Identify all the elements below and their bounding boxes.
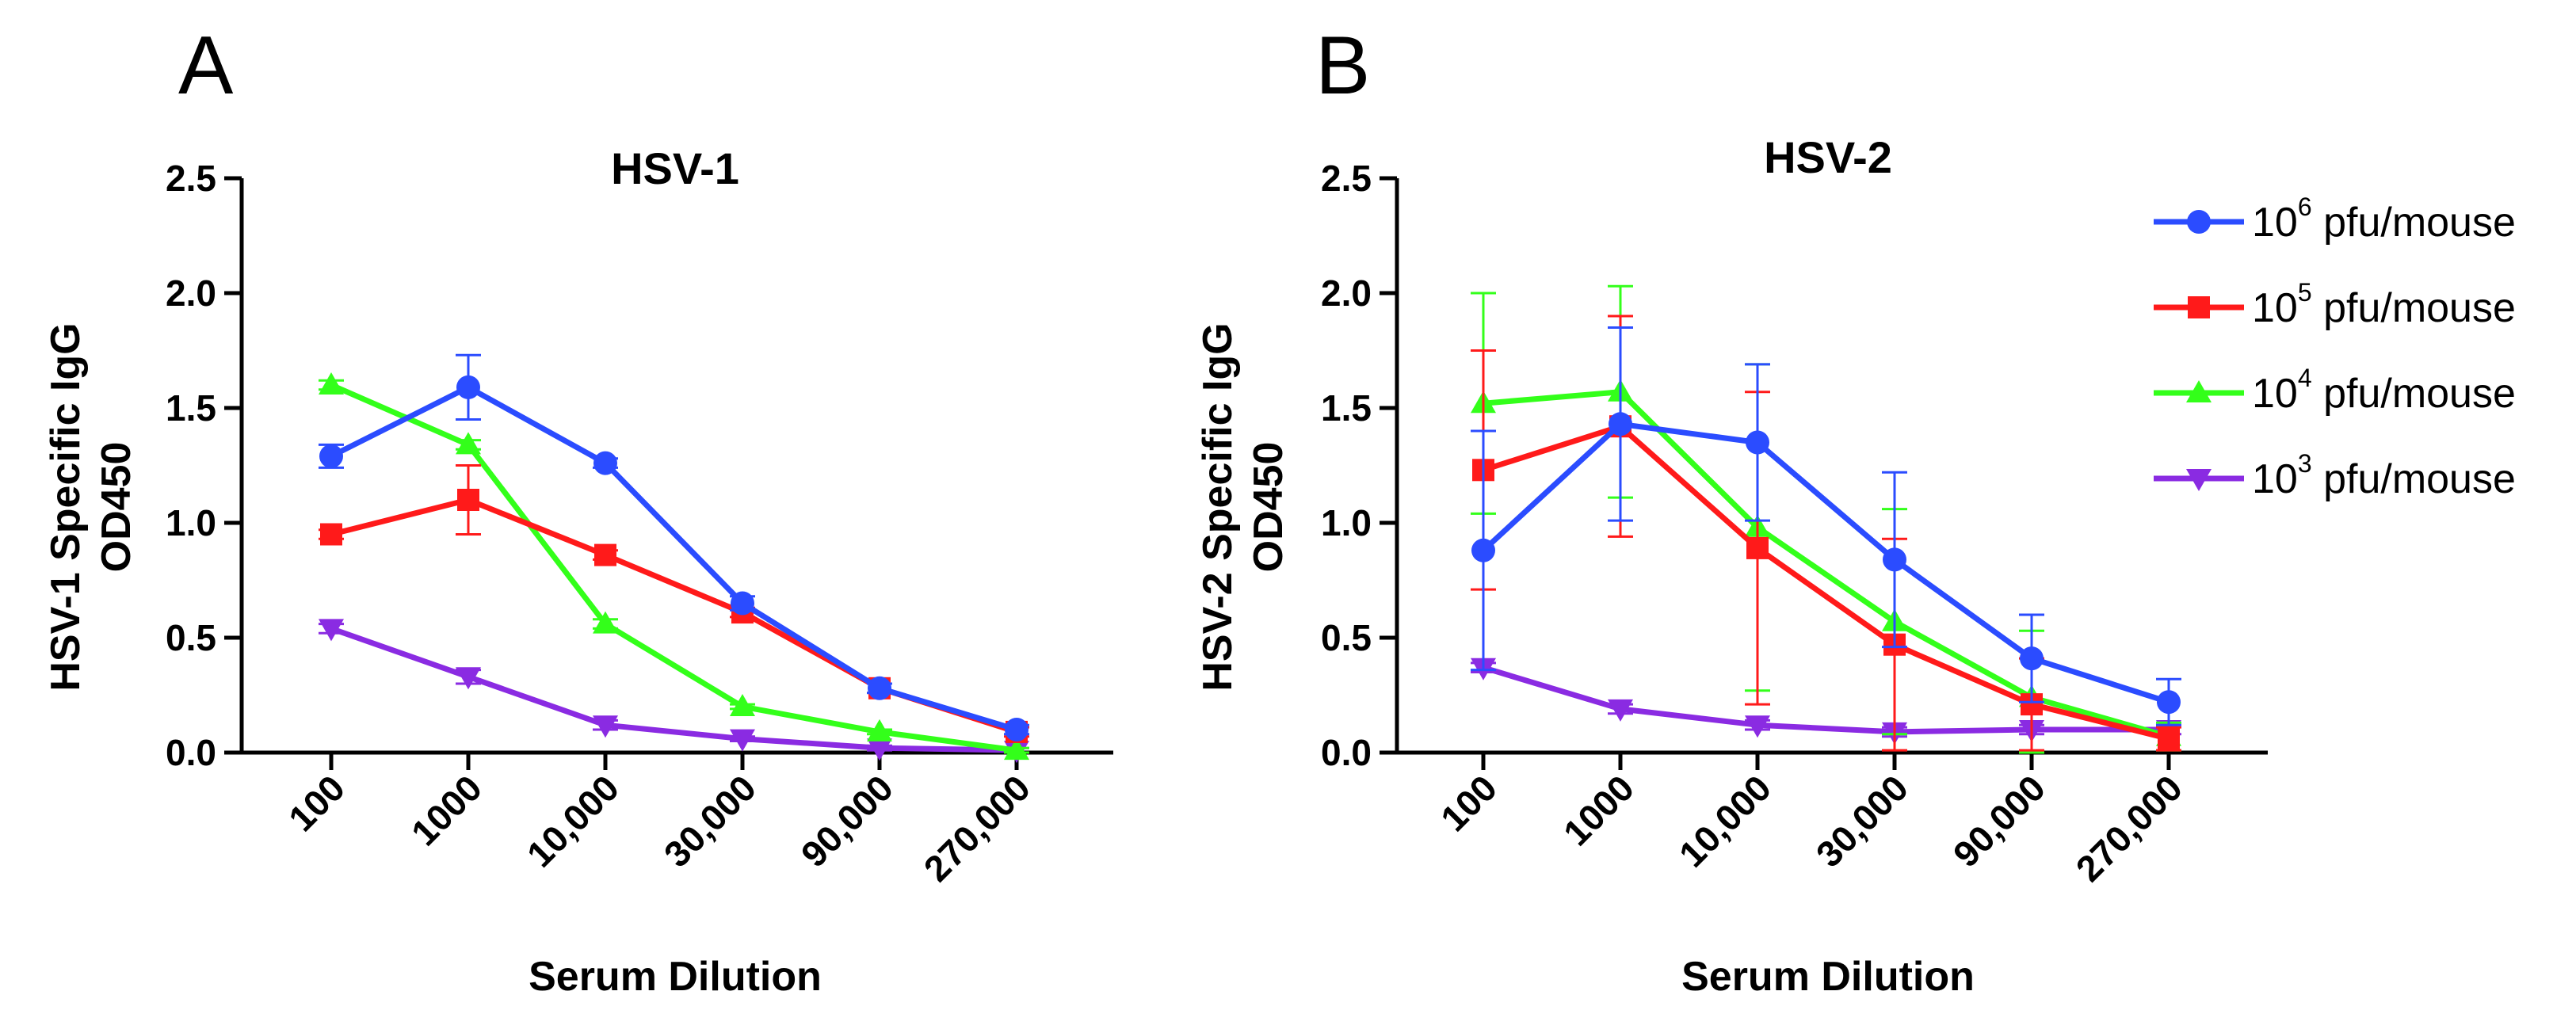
data-point (593, 715, 618, 738)
data-point (456, 667, 481, 690)
data-point (1883, 547, 1906, 572)
y-axis-label-line1: HSV-2 Specific IgG (1195, 322, 1241, 691)
legend-item: 105 pfu/mouse (2154, 278, 2516, 331)
y-axis-label-line2: OD450 (1246, 442, 1292, 573)
legend-label: 103 pfu/mouse (2252, 449, 2516, 502)
data-point (1471, 538, 1495, 562)
x-tick-label: 100 (280, 767, 353, 839)
series-line (330, 384, 1018, 733)
legend-label: 105 pfu/mouse (2252, 278, 2516, 331)
series-line (330, 382, 1017, 753)
data-point (1608, 699, 1633, 722)
y-axis-label-line2: OD450 (93, 442, 139, 573)
legend-marker (2187, 210, 2211, 234)
data-point (319, 444, 343, 468)
series-line (1482, 423, 2170, 741)
data-point (456, 432, 481, 455)
data-point (730, 729, 755, 752)
data-point (868, 676, 891, 700)
data-point (1005, 718, 1028, 741)
series-10-6 (1471, 326, 2181, 726)
series-10-5 (1471, 314, 2181, 752)
legend-marker (2186, 469, 2212, 491)
data-point (319, 619, 344, 642)
data-point (593, 451, 617, 475)
x-tick-label: 270,000 (916, 767, 1038, 889)
legend-item: 103 pfu/mouse (2154, 449, 2516, 502)
data-point (867, 738, 892, 761)
y-tick-label: 0.0 (1321, 732, 1372, 773)
x-tick-label: 10,000 (1671, 767, 1779, 875)
y-tick-label: 0.0 (166, 732, 216, 773)
data-point (1609, 412, 1632, 436)
x-tick-label: 90,000 (1945, 767, 2053, 875)
y-tick-label: 1.5 (166, 387, 216, 429)
y-tick-label: 1.0 (166, 502, 216, 543)
series-line (1483, 389, 2170, 740)
series-10-3 (319, 619, 1029, 764)
data-point (730, 694, 755, 716)
x-axis-label-a: Serum Dilution (529, 954, 822, 1000)
y-axis-label-a: HSV-1 Specific IgG OD450 (43, 322, 139, 691)
data-point (2158, 727, 2180, 750)
x-tick-label: 30,000 (656, 767, 764, 875)
legend-item: 104 pfu/mouse (2154, 364, 2516, 417)
y-axis-label-line1: HSV-1 Specific IgG (43, 322, 89, 691)
y-tick-label: 1.0 (1321, 502, 1372, 543)
chart-title-a: HSV-1 (611, 143, 739, 193)
series-line (1481, 421, 2170, 705)
x-axis-label-b: Serum Dilution (1681, 954, 1975, 1000)
y-tick-label: 2.5 (166, 158, 216, 199)
y-tick-label: 0.5 (166, 617, 216, 658)
series-line (330, 626, 1017, 753)
data-point (2020, 646, 2044, 671)
y-axis-label-b: HSV-2 Specific IgG OD450 (1195, 322, 1292, 691)
panel-a: A HSV-1 HSV-1 Specific IgG OD450 Serum D… (43, 20, 1113, 1000)
data-point (1745, 715, 1770, 738)
legend-label: 106 pfu/mouse (2252, 193, 2516, 246)
y-tick-label: 1.5 (1321, 387, 1372, 429)
legend: 106 pfu/mouse 105 pfu/mouse 104 pfu/mouse 1… (2154, 193, 2516, 502)
y-tick-label: 0.5 (1321, 617, 1372, 658)
data-point (457, 489, 479, 511)
x-tick-label: 90,000 (793, 767, 901, 875)
chart-title-b: HSV-2 (1764, 132, 1892, 182)
series-10-6 (319, 353, 1029, 741)
data-point (593, 611, 618, 634)
x-tick-label: 10,000 (519, 767, 627, 875)
data-point (1004, 738, 1029, 760)
y-tick-label: 2.5 (1321, 158, 1372, 199)
data-point (2157, 690, 2181, 715)
series-line (1482, 665, 2169, 735)
data-point (594, 543, 616, 566)
x-tick-label: 270,000 (2068, 767, 2190, 889)
x-tick-label: 100 (1433, 767, 1505, 839)
legend-item: 106 pfu/mouse (2154, 193, 2516, 246)
legend-label: 104 pfu/mouse (2252, 364, 2516, 417)
series-10-4 (1471, 284, 2181, 754)
data-point (319, 372, 344, 395)
x-tick-label: 1000 (403, 767, 490, 853)
panel-letter-b: B (1315, 20, 1370, 112)
x-tick-label: 1000 (1555, 767, 1642, 853)
data-point (867, 719, 892, 741)
data-point (456, 375, 480, 399)
data-point (320, 523, 342, 546)
data-point (1746, 430, 1769, 455)
data-point (1746, 536, 1769, 559)
x-tick-label: 30,000 (1808, 767, 1916, 875)
y-tick-label: 2.0 (1321, 273, 1372, 314)
panel-letter-a: A (178, 20, 234, 112)
series-10-4 (319, 372, 1029, 760)
data-point (731, 591, 754, 616)
legend-marker (2188, 296, 2210, 318)
panel-b: B HSV-2 HSV-2 Specific IgG OD450 Serum D… (1195, 20, 2268, 1000)
legend-marker (2186, 380, 2212, 402)
y-tick-label: 2.0 (166, 273, 216, 314)
